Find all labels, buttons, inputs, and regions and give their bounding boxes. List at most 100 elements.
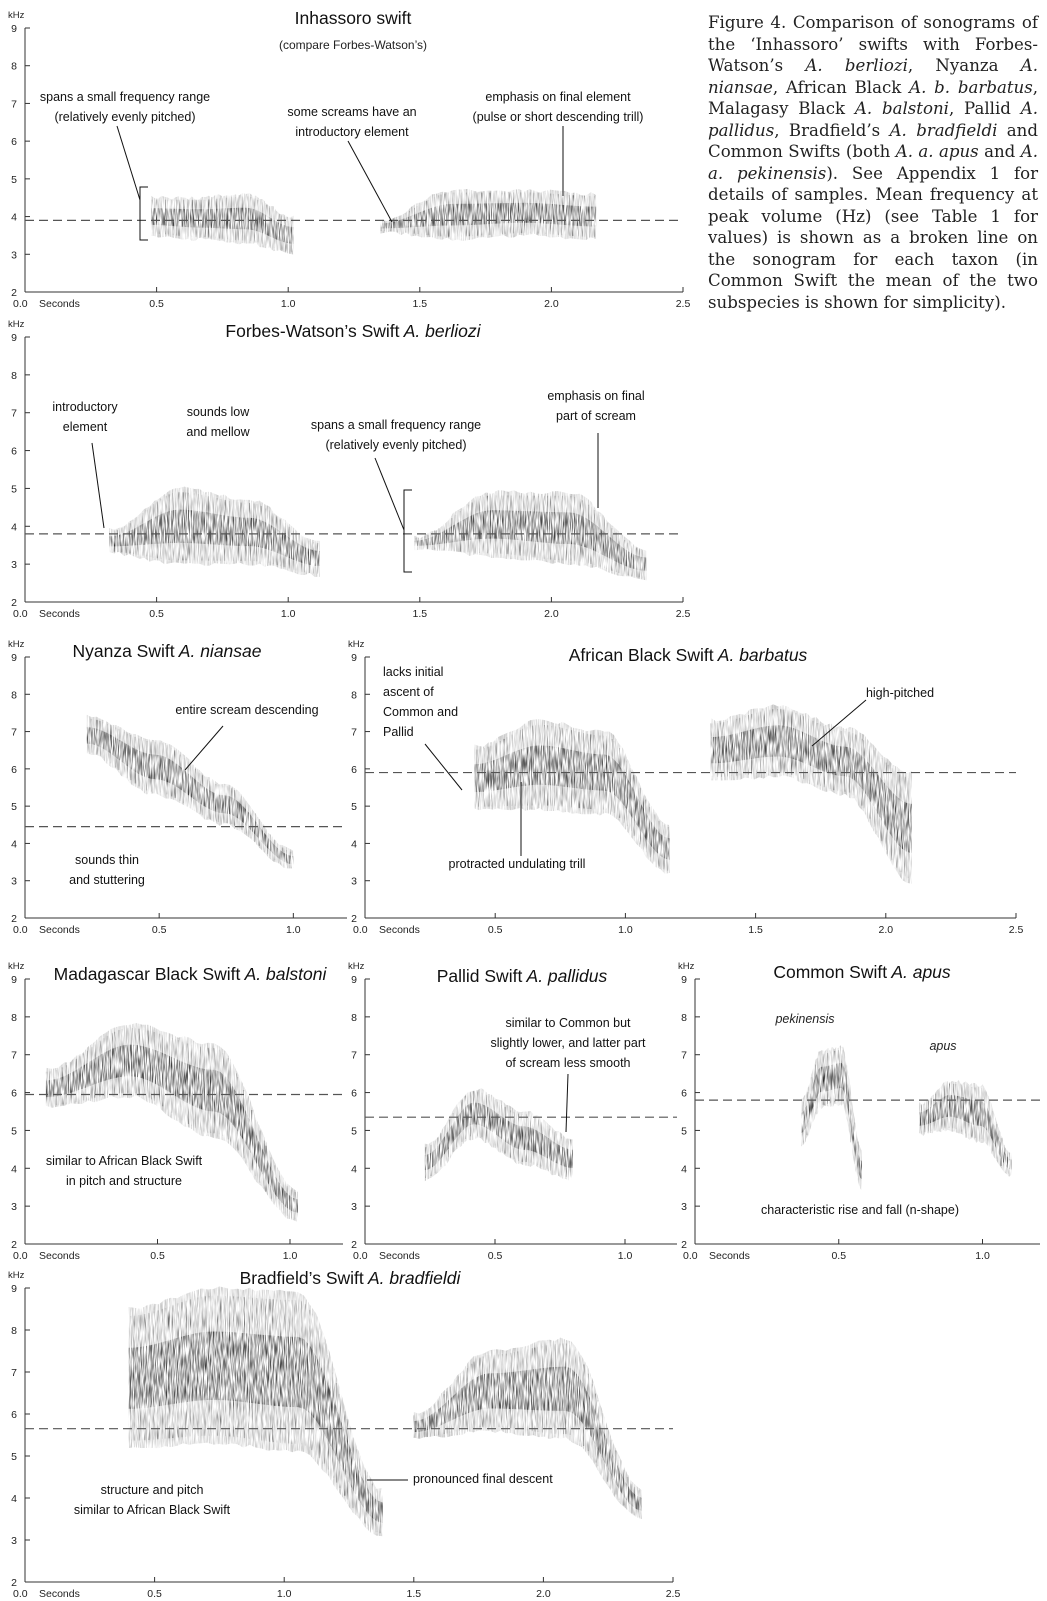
annotation: spans a small frequency range (relatively…	[311, 418, 481, 452]
y-tick-label: 2	[11, 913, 17, 925]
annotation-leader	[184, 725, 224, 771]
y-tick-label: 7	[11, 98, 17, 110]
annotation: emphasis on final part of scream	[547, 389, 644, 423]
annotation: lacks initial ascent of Common and Pallid	[383, 665, 458, 739]
range-bracket	[139, 186, 148, 241]
annotation-line: characteristic rise and fall (n-shape)	[761, 1203, 959, 1217]
annotation: sounds thin and stuttering	[69, 853, 145, 887]
x-tick-label: 1.0	[281, 608, 296, 620]
x-axis-label: Seconds	[39, 608, 80, 620]
x-axis-label: Seconds	[379, 1250, 420, 1262]
annotation-line: high-pitched	[866, 686, 934, 700]
annotation-line: some screams have an	[287, 105, 416, 119]
annotation-line: entire scream descending	[175, 703, 318, 717]
y-tick-label: 9	[351, 974, 357, 986]
caption-species-name: A. b. barbatus	[909, 77, 1033, 97]
sonogram-call	[151, 193, 294, 255]
x-tick-label: 1.0	[281, 298, 296, 310]
panel-title-text: Bradfield’s Swift	[240, 1268, 364, 1288]
x-tick-label: 2.5	[666, 1588, 681, 1600]
x-axis-label: Seconds	[39, 1588, 80, 1600]
x-tick-label: 0.5	[152, 924, 167, 936]
y-tick-label: 7	[11, 1367, 17, 1379]
y-tick-label: 9	[11, 332, 17, 344]
sonogram-call	[128, 1286, 383, 1537]
y-tick-label: 6	[351, 1088, 357, 1100]
annotation-line: Pallid	[383, 725, 414, 739]
caption-text: , Bradfield’s	[774, 120, 890, 140]
annotation-line: introductory	[52, 400, 118, 414]
x-tick-label: 0.5	[147, 1588, 162, 1600]
x-tick-label: 2.0	[536, 1588, 551, 1600]
y-tick-label: 9	[11, 652, 17, 664]
panel-title-species: A. niansae	[175, 641, 262, 661]
y-tick-label: 7	[681, 1050, 687, 1062]
annotation-line: spans a small frequency range	[40, 90, 210, 104]
annotation: protracted undulating trill	[449, 857, 586, 871]
annotation-line: lacks initial	[383, 665, 443, 679]
call-label: apus	[929, 1039, 956, 1053]
x-tick-label: 0.0	[353, 1250, 368, 1262]
caption-species-name: A. balstoni	[854, 99, 949, 118]
y-tick-label: 3	[11, 1535, 17, 1547]
x-axis-label: Seconds	[39, 298, 80, 310]
panel-title-text: Inhassoro swift	[295, 8, 412, 28]
spectrogram-panel: Common Swift A. apus kHz 2 3 4 5 6 7 8 9 0.0 0.5 1.0…	[678, 961, 1040, 1262]
annotation: some screams have an introductory element	[287, 105, 416, 139]
y-tick-label: 7	[11, 1050, 17, 1062]
range-bracket	[403, 489, 412, 573]
annotation-line: similar to African Black Swift	[46, 1154, 203, 1168]
sonogram-call	[474, 719, 670, 874]
sonogram-call	[45, 1022, 299, 1223]
annotation-line: of scream less smooth	[505, 1056, 630, 1070]
sonogram-call	[86, 714, 294, 869]
x-tick-label: 2.5	[676, 298, 691, 310]
sonogram-call	[424, 1088, 573, 1182]
panel-title-text: Pallid Swift	[437, 966, 523, 986]
spectrogram-panel: African Black Swift A. barbatus kHz 2 3 4 5 6 7…	[348, 639, 1023, 936]
y-axis-label: kHz	[8, 10, 25, 21]
x-tick-label: 2.5	[676, 608, 691, 620]
annotation: characteristic rise and fall (n-shape)	[761, 1203, 959, 1217]
y-tick-label: 7	[11, 408, 17, 420]
panel-title: Bradfield’s Swift A. bradfieldi	[240, 1268, 462, 1288]
annotation: high-pitched	[866, 686, 934, 700]
y-tick-label: 8	[11, 689, 17, 701]
annotation: entire scream descending	[175, 703, 318, 717]
y-tick-label: 9	[11, 1283, 17, 1295]
annotation-line: introductory element	[295, 125, 409, 139]
annotation-leader	[116, 125, 141, 201]
x-tick-label: 0.0	[13, 298, 28, 310]
panel-title: Forbes-Watson’s Swift A. berliozi	[225, 321, 481, 341]
y-tick-label: 2	[11, 597, 17, 609]
annotation: pronounced final descent	[413, 1472, 553, 1486]
y-tick-label: 3	[11, 876, 17, 888]
annotation-line: (relatively evenly pitched)	[54, 110, 195, 124]
annotation-line: sounds thin	[75, 853, 139, 867]
annotation: structure and pitch similar to African Bl…	[74, 1483, 231, 1517]
panel-subtitle: (compare Forbes-Watson’s)	[279, 38, 427, 52]
panel-title-species: A. apus	[887, 962, 951, 982]
caption-species-name: A. a. apus	[895, 142, 979, 161]
y-axis-label: kHz	[8, 319, 25, 330]
call-label: pekinensis	[774, 1012, 834, 1026]
panel-title-species: A. bradfieldi	[364, 1268, 462, 1288]
y-tick-label: 2	[11, 1577, 17, 1589]
y-tick-label: 6	[11, 136, 17, 148]
annotation-line: Common and	[383, 705, 458, 719]
y-tick-label: 5	[351, 801, 357, 813]
caption-species-name: A. berliozi	[805, 56, 908, 75]
annotation-leader	[811, 699, 867, 747]
x-tick-label: 0.5	[149, 298, 164, 310]
panel-title: Madagascar Black Swift A. balstoni	[54, 964, 328, 984]
x-tick-label: 2.5	[1009, 924, 1024, 936]
x-tick-label: 0.0	[13, 1588, 28, 1600]
figure-caption: Figure 4. Comparison of sonograms of the…	[708, 12, 1038, 313]
annotation: similar to Common but slightly lower, and…	[491, 1016, 646, 1070]
y-tick-label: 7	[351, 1050, 357, 1062]
y-tick-label: 4	[11, 838, 17, 850]
annotation: spans a small frequency range (relatively…	[40, 90, 210, 124]
annotation-line: emphasis on final	[547, 389, 644, 403]
annotation-leader	[424, 743, 463, 791]
y-tick-label: 9	[11, 23, 17, 35]
